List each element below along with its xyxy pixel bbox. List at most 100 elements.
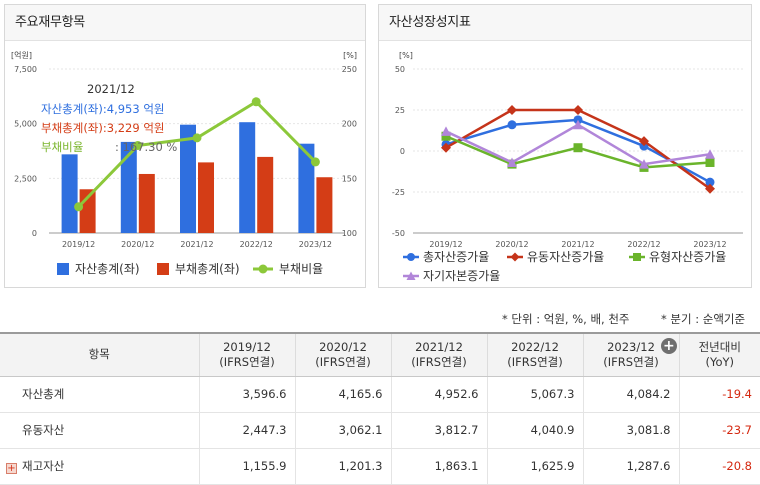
y-tick: -50: [392, 229, 405, 238]
cell-value: 3,062.1: [294, 412, 391, 449]
series-point: [705, 183, 715, 194]
legend-label: 유형자산증가율: [649, 250, 726, 264]
cell-value: 1,287.6: [582, 448, 679, 485]
y-tick: 0: [400, 147, 405, 156]
header-year: 2021/12 (IFRS연결): [390, 332, 487, 377]
cell-value: 4,165.6: [294, 376, 391, 413]
series-point: [441, 131, 451, 141]
x-tick: 2020/12: [121, 240, 154, 249]
table-header-row: 항목 2019/12 (IFRS연결) 2020/12 (IFRS연결) 2021/…: [0, 332, 760, 377]
y-unit: [%]: [399, 51, 413, 60]
y-right-tick: 250: [342, 65, 357, 74]
tooltip-assets: 자산총계(좌):4,953 억원: [41, 102, 165, 116]
tooltip-ratio-value: : 167.30 %: [115, 140, 177, 154]
legend-ratio-marker: [258, 264, 268, 274]
series-point: [705, 157, 715, 167]
bar-assets: [298, 143, 315, 233]
cell-value: 5,067.3: [486, 376, 583, 413]
asset-growth-panel: 자산성장성지표 [%] 50 25 0 -25 -50 2019/12 2020/12 2021…: [378, 4, 752, 288]
row-label: 자산총계: [0, 376, 199, 413]
legend-debt: 부채총계(좌): [175, 262, 240, 276]
cell-value: 3,596.6: [198, 376, 295, 413]
tooltip-debt: 부채총계(좌):3,229 억원: [41, 121, 165, 135]
table-row: 유동자산 2,447.3 3,062.1 3,812.7 4,040.9 3,0…: [0, 412, 760, 449]
series-point: [639, 159, 649, 169]
header-year: 2022/12 (IFRS연결): [486, 332, 583, 377]
y-right-tick: 200: [342, 120, 357, 129]
cell-yoy: -23.7: [678, 412, 760, 449]
legend-assets-swatch: [57, 263, 69, 275]
x-tick: 2021/12: [180, 240, 213, 249]
table-row: + 재고자산 1,155.9 1,201.3 1,863.1 1,625.9 1,…: [0, 448, 760, 485]
y-left-unit: [억원]: [11, 50, 32, 60]
legend-marker: [407, 253, 415, 261]
key-financials-panel: 주요재무항목 [억원] [%] 0 2,500 5,000 7,500 100 150 200 2…: [4, 4, 366, 288]
bar-debt: [198, 162, 214, 233]
cell-value: 2,447.3: [198, 412, 295, 449]
series-point: [507, 157, 517, 167]
bar-debt: [257, 156, 274, 233]
series-point: [573, 119, 583, 130]
ratio-point: [251, 97, 261, 107]
series-point: [441, 142, 451, 153]
legend-marker: [510, 252, 520, 262]
y-tick: 50: [395, 65, 405, 74]
row-label: 유동자산: [0, 412, 199, 449]
y-tick: 25: [395, 106, 405, 115]
header-year: 2023/12 + (IFRS연결): [582, 332, 679, 377]
ratio-point: [310, 157, 320, 167]
header-yoy: 전년대비 (YoY): [678, 332, 760, 377]
bar-debt: [138, 173, 155, 233]
y-left-tick: 7,500: [14, 65, 37, 74]
series-point: [573, 105, 583, 115]
y-left-tick: 5,000: [14, 120, 37, 129]
tooltip-period: 2021/12: [87, 82, 135, 96]
legend-label: 총자산증가율: [423, 250, 489, 264]
cell-value: 4,084.2: [582, 376, 679, 413]
tooltip-ratio-label: 부채비율: [41, 140, 83, 154]
row-label-expandable[interactable]: + 재고자산: [0, 448, 199, 485]
x-tick: 2023/12: [693, 240, 726, 249]
legend-label: 자기자본증가율: [423, 269, 500, 283]
cell-value: 3,081.8: [582, 412, 679, 449]
ratio-line: [77, 99, 317, 208]
legend-ratio: 부채비율: [279, 262, 323, 276]
series-point: [573, 143, 583, 153]
legend-label: 유동자산증가율: [527, 250, 604, 264]
y-left-tick: 0: [32, 229, 37, 238]
y-right-unit: [%]: [343, 51, 357, 60]
key-financials-chart: [억원] [%] 0 2,500 5,000 7,500 100 150 200 250 2019/…: [11, 50, 357, 276]
bar-debt: [316, 177, 333, 233]
asset-growth-chart: [%] 50 25 0 -25 -50 2019/12 2020/12 2021/12 2022/…: [392, 51, 743, 283]
x-tick: 2022/12: [240, 240, 273, 249]
ratio-point: [192, 133, 202, 143]
header-item: 항목: [0, 332, 199, 377]
header-year: 2019/12 (IFRS연결): [198, 332, 295, 377]
cell-yoy: -19.4: [678, 376, 760, 413]
bar-assets: [120, 141, 137, 233]
cell-value: 3,812.7: [390, 412, 487, 449]
y-right-tick: 150: [342, 174, 357, 183]
cell-value: 1,201.3: [294, 448, 391, 485]
series-point: [639, 136, 649, 147]
x-tick: 2019/12: [62, 240, 95, 249]
header-year: 2020/12 (IFRS연결): [294, 332, 391, 377]
series-point: [705, 177, 715, 187]
legend-assets: 자산총계(좌): [75, 262, 140, 276]
x-tick: 2022/12: [627, 240, 660, 249]
legend-debt-swatch: [157, 263, 169, 275]
bar-assets: [239, 122, 256, 233]
y-tick: -25: [392, 188, 405, 197]
cell-value: 1,625.9: [486, 448, 583, 485]
table-row: 자산총계 3,596.6 4,165.6 4,952.6 5,067.3 4,0…: [0, 376, 760, 413]
y-right-tick: 100: [342, 229, 357, 238]
key-financials-title: 주요재무항목: [5, 5, 365, 41]
cell-value: 1,863.1: [390, 448, 487, 485]
series-point: [507, 120, 517, 130]
x-tick: 2020/12: [495, 240, 528, 249]
legend-marker: [406, 271, 416, 280]
asset-growth-title: 자산성장성지표: [379, 5, 751, 41]
add-column-icon[interactable]: +: [660, 337, 677, 354]
expand-plus-icon[interactable]: +: [6, 463, 17, 474]
bar-assets: [180, 124, 196, 233]
